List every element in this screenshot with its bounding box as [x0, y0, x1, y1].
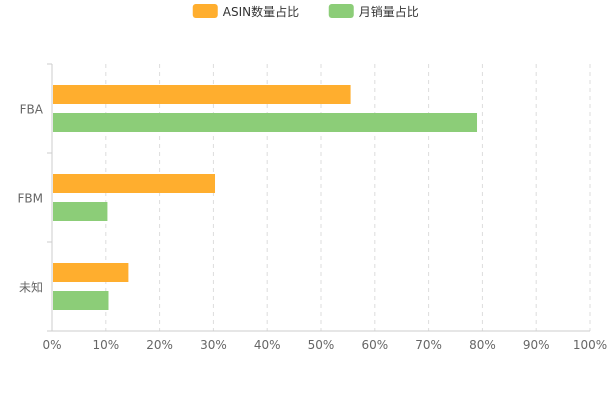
- axes: 0% 10% 20% 30% 40% 50% 60% 70% 80% 90% 100% FBA FBM 未…: [18, 63, 607, 352]
- x-tick-label: 70%: [415, 338, 442, 352]
- legend-swatch: [328, 4, 354, 18]
- bar-sales: [53, 202, 108, 221]
- legend: ASIN数量占比 月销量占比: [192, 4, 419, 19]
- grid: [105, 64, 591, 331]
- bar-asin: [53, 263, 129, 282]
- legend-label: 月销量占比: [359, 4, 419, 19]
- x-tick-label: 20%: [146, 338, 173, 352]
- legend-swatch: [192, 4, 218, 18]
- x-tick-label: 30%: [200, 338, 227, 352]
- x-tick-label: 50%: [308, 338, 335, 352]
- x-tick-label: 80%: [469, 338, 496, 352]
- x-tick-label: 90%: [523, 338, 550, 352]
- y-tick-label: FBA: [20, 103, 44, 117]
- bar-sales: [53, 113, 478, 132]
- bar-asin: [53, 85, 351, 104]
- x-tick-label: 100%: [573, 338, 607, 352]
- y-tick-label: 未知: [19, 281, 43, 295]
- bar-asin: [53, 174, 216, 193]
- bar-sales: [53, 291, 109, 310]
- y-tick-label: FBM: [18, 192, 44, 206]
- x-tick-label: 40%: [254, 338, 281, 352]
- x-tick-label: 60%: [361, 338, 388, 352]
- bars: [53, 85, 478, 310]
- x-tick-label: 10%: [92, 338, 119, 352]
- x-tick-label: 0%: [42, 338, 61, 352]
- legend-label: ASIN数量占比: [223, 4, 299, 19]
